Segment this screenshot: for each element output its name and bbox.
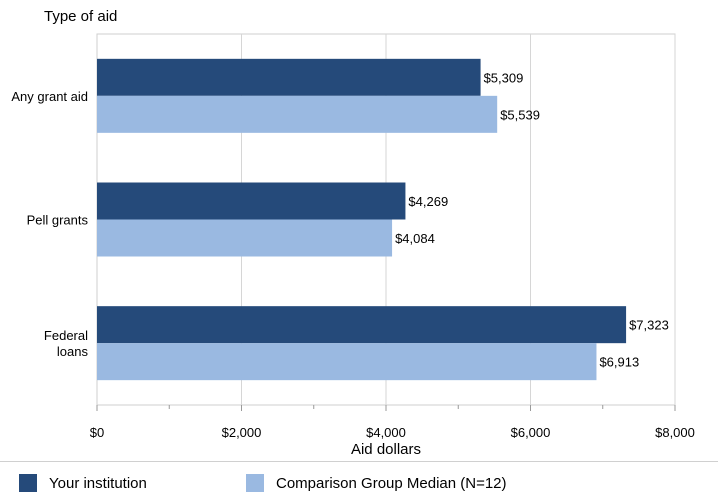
x-tick-label: $2,000 [222, 425, 262, 440]
category-label: Pell grants [27, 213, 89, 228]
data-label: $7,323 [629, 318, 669, 333]
legend-item-comparison-median: Comparison Group Median (N=12) [246, 473, 507, 493]
bars: $5,309 $5,539 $4,269 $4,084 $7,323 $6,913 [97, 58, 669, 381]
bar [97, 95, 498, 133]
data-label: $6,913 [599, 355, 639, 370]
bar [97, 58, 481, 96]
chart-title: Type of aid [44, 8, 117, 25]
legend-swatch-your-institution [19, 474, 37, 492]
legend-label-your-institution: Your institution [49, 474, 147, 492]
x-axis-label: Aid dollars [351, 441, 421, 458]
x-tick-label: $4,000 [366, 425, 406, 440]
bar [97, 182, 406, 220]
bar [97, 306, 627, 344]
data-label: $5,539 [500, 107, 540, 122]
x-axis: $0 $2,000 $4,000 $6,000 $8,000 [90, 405, 695, 440]
category-label: Any grant aid [11, 89, 88, 104]
bar [97, 219, 393, 257]
bar [97, 343, 597, 381]
category-label: Federal [44, 328, 88, 343]
legend: Your institution Comparison Group Median… [0, 461, 718, 497]
legend-item-your-institution: Your institution [19, 473, 147, 493]
legend-swatch-comparison-median [246, 474, 264, 492]
bar-chart: Type of aid $0 $2,000 $4,000 $6,000 $8,000 $… [11, 8, 695, 458]
data-label: $4,084 [395, 231, 435, 246]
data-label: $5,309 [484, 70, 524, 85]
category-label: loans [57, 344, 89, 359]
x-tick-label: $8,000 [655, 425, 695, 440]
data-label: $4,269 [408, 194, 448, 209]
legend-label-comparison-median: Comparison Group Median (N=12) [276, 474, 507, 492]
x-tick-label: $0 [90, 425, 104, 440]
x-tick-label: $6,000 [511, 425, 551, 440]
